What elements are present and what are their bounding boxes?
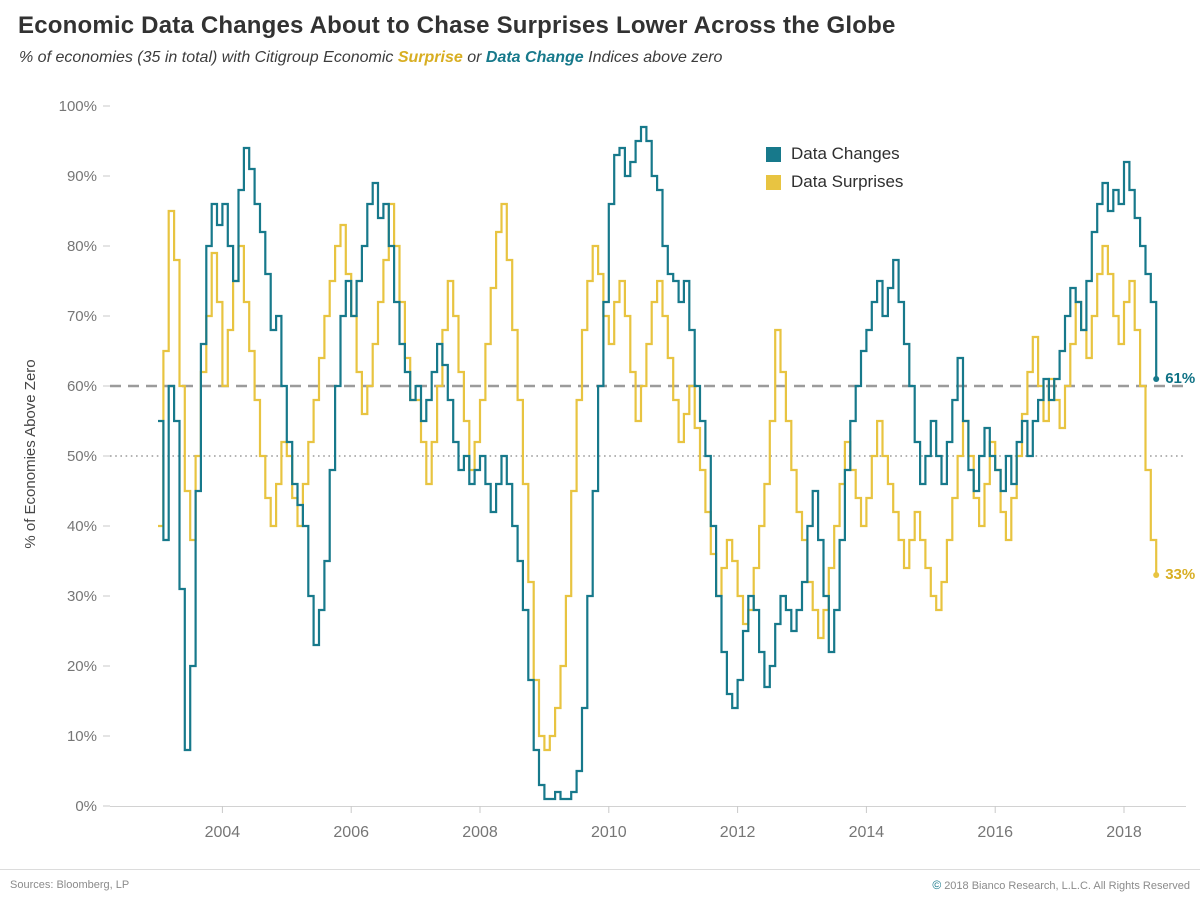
legend-item-data-surprises: Data Surprises bbox=[766, 172, 903, 192]
y-tick-label: 30% bbox=[67, 588, 97, 605]
subtitle-suffix: Indices above zero bbox=[583, 49, 723, 66]
subtitle-data-change: Data Change bbox=[485, 49, 584, 66]
series-line-data-changes bbox=[158, 125, 1158, 801]
x-tick-label: 2004 bbox=[205, 824, 241, 841]
y-tick-label: 100% bbox=[59, 98, 97, 115]
x-tick-label: 2008 bbox=[462, 824, 498, 841]
y-tick-label: 20% bbox=[67, 658, 97, 675]
footer: Sources: Bloomberg, LP © 2018 Bianco Rese… bbox=[0, 869, 1200, 900]
sources-note: Sources: Bloomberg, LP bbox=[10, 879, 130, 891]
copyright-note: © 2018 Bianco Research, L.L.C. All Rights… bbox=[932, 878, 1190, 892]
x-tick-label: 2006 bbox=[333, 824, 369, 841]
y-tick-label: 70% bbox=[67, 308, 97, 325]
x-tick-label: 2016 bbox=[977, 824, 1013, 841]
x-tick-label: 2010 bbox=[591, 824, 627, 841]
y-tick-label: 10% bbox=[67, 728, 97, 745]
subtitle-surprise: Surprise bbox=[397, 49, 463, 66]
legend-item-data-changes: Data Changes bbox=[766, 144, 903, 164]
x-tick-label: 2018 bbox=[1106, 824, 1142, 841]
y-tick-label: 50% bbox=[67, 448, 97, 465]
copyright-icon: © bbox=[932, 878, 942, 892]
y-tick-label: 60% bbox=[67, 378, 97, 395]
copyright-text: 2018 Bianco Research, L.L.C. All Rights … bbox=[944, 880, 1190, 892]
series-end-dot-data-surprises bbox=[1153, 572, 1160, 578]
data-surprises-legend-label: Data Surprises bbox=[791, 172, 904, 191]
data-changes-end-value: 61% bbox=[1165, 370, 1196, 387]
y-tick-label: 0% bbox=[75, 798, 97, 815]
chart-title: Economic Data Changes About to Chase Sur… bbox=[18, 12, 896, 39]
series-end-dot-data-changes bbox=[1153, 376, 1160, 382]
subtitle-prefix: % of economies (35 in total) with Citigr… bbox=[19, 49, 398, 66]
x-tick-label: 2014 bbox=[849, 824, 885, 841]
chart-canvas: 0% 10% 20% 30% 40% 50% 60% 70% 80% 90% 100% 2004 200… bbox=[59, 98, 1186, 841]
y-tick-label: 80% bbox=[67, 238, 97, 255]
legend: Data Changes Data Surprises bbox=[766, 144, 903, 192]
chart-plot-area: 0% 10% 20% 30% 40% 50% 60% 70% 80% 90% 100% 2004 200… bbox=[0, 88, 1200, 868]
data-surprises-swatch-icon bbox=[766, 174, 781, 190]
y-axis-title: % of Economies Above Zero bbox=[22, 359, 39, 549]
y-tick-label: 90% bbox=[67, 168, 97, 185]
data-surprises-end-value: 33% bbox=[1165, 566, 1196, 583]
y-tick-label: 40% bbox=[67, 518, 97, 535]
data-changes-legend-label: Data Changes bbox=[791, 144, 900, 163]
chart-subtitle: % of economies (35 in total) with Citigr… bbox=[19, 49, 1182, 67]
x-tick-label: 2012 bbox=[720, 824, 756, 841]
data-changes-swatch-icon bbox=[766, 146, 781, 162]
subtitle-middle: or bbox=[462, 49, 486, 66]
chart-header: Economic Data Changes About to Chase Sur… bbox=[18, 12, 1182, 67]
